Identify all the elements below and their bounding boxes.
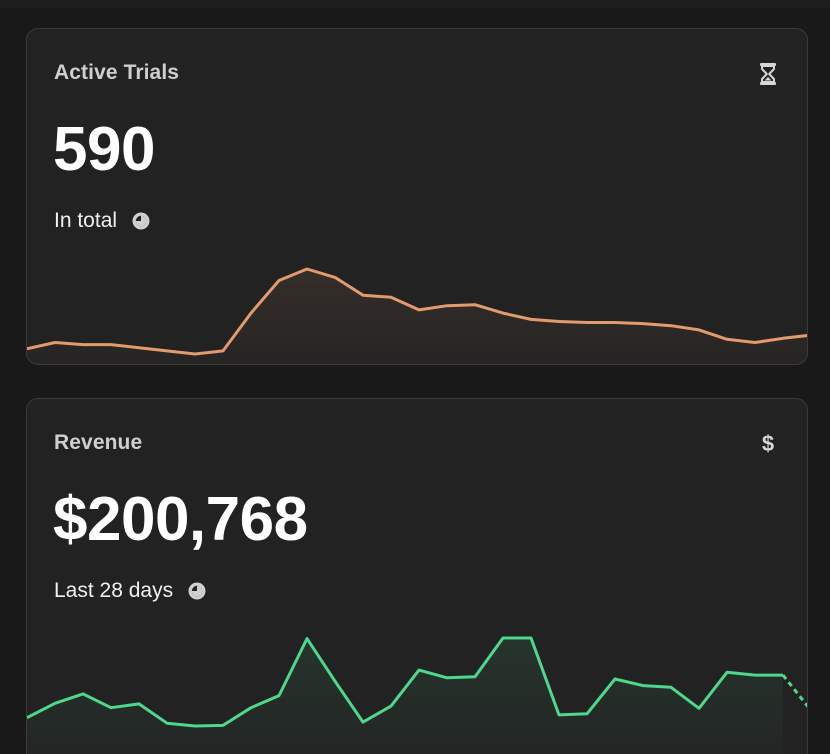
sparkline-point bbox=[502, 637, 505, 640]
sparkline-point bbox=[446, 304, 449, 307]
sparkline-point bbox=[222, 724, 225, 727]
sparkline-point bbox=[614, 678, 617, 681]
sparkline-point bbox=[726, 671, 729, 674]
sparkline-point bbox=[530, 637, 533, 640]
sparkline-point bbox=[698, 707, 701, 710]
sparkline-point bbox=[726, 338, 729, 341]
sparkline-point bbox=[586, 712, 589, 715]
sparkline-point bbox=[138, 346, 141, 349]
sparkline-point bbox=[558, 713, 561, 716]
caption-row: Last 28 days bbox=[54, 579, 207, 603]
sparkline-point bbox=[390, 296, 393, 299]
sparkline-point bbox=[250, 312, 253, 315]
active-trials-card[interactable]: Active Trials 590 In total bbox=[26, 28, 808, 365]
sparkline-point bbox=[110, 343, 113, 346]
sparkline-area bbox=[27, 638, 783, 754]
sparkline-point bbox=[54, 702, 57, 705]
hourglass-icon bbox=[757, 61, 779, 87]
sparkline-area bbox=[27, 269, 807, 364]
sparkline-point bbox=[782, 337, 785, 340]
sparkline-point bbox=[334, 276, 337, 279]
sparkline-point bbox=[54, 341, 57, 344]
sparkline-point bbox=[698, 328, 701, 331]
caption-row: In total bbox=[54, 209, 151, 233]
revenue-sparkline bbox=[27, 636, 807, 754]
sparkline-point bbox=[278, 694, 281, 697]
caption-text: In total bbox=[54, 209, 118, 232]
dollar-icon: $ bbox=[761, 431, 775, 456]
sparkline-point bbox=[558, 320, 561, 323]
sparkline-point bbox=[278, 279, 281, 282]
clock-icon[interactable] bbox=[131, 211, 151, 231]
sparkline-point bbox=[782, 674, 785, 677]
trials-sparkline bbox=[27, 267, 807, 364]
sparkline-point bbox=[474, 675, 477, 678]
sparkline-point bbox=[82, 692, 85, 695]
sparkline-point bbox=[614, 321, 617, 324]
sparkline-point bbox=[194, 725, 197, 728]
sparkline-point bbox=[166, 349, 169, 352]
sparkline-point bbox=[754, 674, 757, 677]
sparkline-point bbox=[530, 318, 533, 321]
sparkline-point bbox=[222, 349, 225, 352]
sparkline-point bbox=[754, 341, 757, 344]
clock-icon[interactable] bbox=[187, 581, 207, 601]
sparkline-point bbox=[642, 322, 645, 325]
sparkline-line bbox=[27, 636, 783, 728]
sparkline-point bbox=[474, 303, 477, 306]
sparkline-point bbox=[194, 353, 197, 356]
top-strip bbox=[0, 0, 830, 8]
sparkline-point bbox=[418, 669, 421, 672]
sparkline-point bbox=[82, 343, 85, 346]
sparkline-point bbox=[166, 722, 169, 725]
sparkline-point bbox=[362, 721, 365, 724]
sparkline-point bbox=[670, 324, 673, 327]
sparkline-point bbox=[502, 312, 505, 315]
sparkline-point bbox=[670, 686, 673, 689]
caption-text: Last 28 days bbox=[54, 579, 174, 602]
sparkline-line bbox=[27, 267, 807, 356]
revenue-value: $200,768 bbox=[53, 485, 308, 554]
sparkline-projection bbox=[781, 674, 807, 708]
sparkline-point bbox=[362, 294, 365, 297]
sparkline-point bbox=[642, 684, 645, 687]
sparkline-point bbox=[334, 680, 337, 683]
sparkline-point bbox=[390, 705, 393, 708]
active-trials-value: 590 bbox=[53, 115, 155, 184]
revenue-card[interactable]: Revenue $ $200,768 Last 28 days bbox=[26, 398, 808, 754]
sparkline-point bbox=[446, 676, 449, 679]
sparkline-point bbox=[306, 268, 309, 271]
card-title: Revenue bbox=[54, 431, 143, 454]
sparkline-point bbox=[418, 308, 421, 311]
sparkline-point bbox=[306, 637, 309, 640]
sparkline-point bbox=[110, 706, 113, 709]
card-title: Active Trials bbox=[54, 61, 180, 84]
sparkline-point bbox=[586, 321, 589, 324]
sparkline-point bbox=[250, 706, 253, 709]
sparkline-point bbox=[138, 702, 141, 705]
